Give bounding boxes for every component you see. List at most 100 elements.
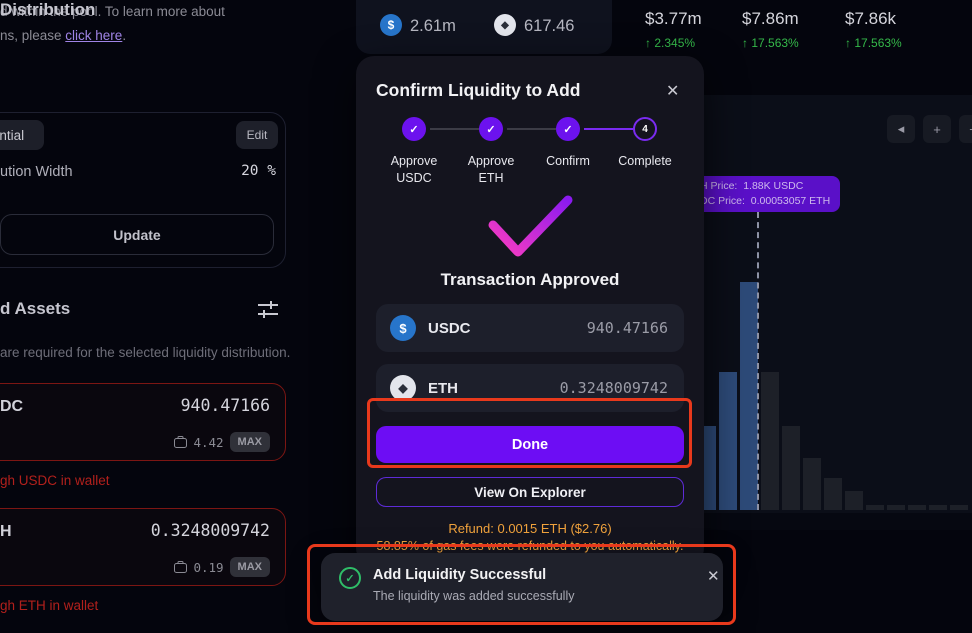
step-approve-usdc-circle: ✓ bbox=[402, 117, 426, 141]
metric-volume: $7.86m ↑ 17.563% bbox=[742, 9, 799, 50]
eth-total-value: 617.46 bbox=[524, 17, 575, 35]
usdc-error-text: gh USDC in wallet bbox=[0, 473, 110, 488]
metric-fees: $7.86k ↑ 17.563% bbox=[845, 9, 902, 50]
step-approve-eth-circle: ✓ bbox=[479, 117, 503, 141]
edit-button[interactable]: Edit bbox=[236, 121, 278, 149]
eth-wallet-row: 0.19 MAX bbox=[40, 557, 270, 577]
metric-value: $7.86k bbox=[845, 9, 897, 28]
success-toast: ✓ Add Liquidity Successful The liquidity… bbox=[321, 553, 723, 621]
current-price-dashed-line bbox=[757, 212, 759, 510]
histogram-bar bbox=[719, 372, 737, 510]
histogram-bar bbox=[866, 505, 884, 510]
wallet-icon bbox=[174, 561, 188, 573]
metric-value: $3.77m bbox=[645, 9, 702, 28]
distribution-heading: Distribution bbox=[0, 0, 96, 19]
check-icon: ✓ bbox=[486, 123, 496, 136]
check-icon: ✓ bbox=[563, 123, 573, 136]
step-label-confirm: Confirm bbox=[546, 154, 590, 168]
eth-wallet-balance: 0.19 bbox=[193, 559, 224, 575]
histogram-bar bbox=[824, 478, 842, 510]
pool-intro-text: d within the pool. To learn more about n… bbox=[0, 0, 340, 48]
chart-zoom-out-button[interactable]: − bbox=[959, 115, 972, 143]
chart-zoom-in-button[interactable]: + bbox=[923, 115, 951, 143]
up-arrow-icon: ↑ bbox=[845, 36, 851, 50]
usdc-wallet-row: 4.42 MAX bbox=[40, 432, 270, 452]
modal-eth-row: ◆ ETH 0.3248009742 bbox=[376, 364, 684, 412]
liquidity-chart-panel bbox=[690, 95, 972, 513]
modal-close-icon[interactable]: ✕ bbox=[666, 83, 680, 100]
histogram-bar bbox=[887, 505, 905, 510]
pool-intro-line2: ns, please click here. bbox=[0, 28, 127, 43]
step-connector bbox=[507, 128, 556, 130]
eth-max-button[interactable]: MAX bbox=[229, 557, 270, 577]
eth-coin-icon: ◆ bbox=[494, 14, 516, 36]
usdc-coin-icon: $ bbox=[390, 315, 416, 341]
refund-note-text: 58.85% of gas fees were refunded to you … bbox=[376, 539, 684, 553]
token-symbol: ETH bbox=[428, 379, 458, 397]
click-here-link[interactable]: click here bbox=[65, 28, 123, 43]
step-label-complete: Complete bbox=[618, 154, 672, 168]
up-arrow-icon: ↑ bbox=[645, 36, 651, 50]
pool-intro-line1: d within the pool. To learn more about bbox=[0, 4, 225, 19]
wallet-icon bbox=[174, 436, 188, 448]
price-tooltip-line2: DC Price: 0.00053057 ETH bbox=[700, 195, 831, 207]
token-amount: 0.3248009742 bbox=[559, 379, 668, 397]
histogram-bar bbox=[740, 282, 758, 510]
histogram-bars bbox=[698, 95, 972, 510]
histogram-bar bbox=[929, 505, 947, 510]
usdc-asset-token: DC bbox=[0, 398, 24, 415]
modal-usdc-row: $ USDC 940.47166 bbox=[376, 304, 684, 352]
metric-value: $7.86m bbox=[742, 9, 799, 28]
eth-asset-amount[interactable]: 0.3248009742 bbox=[150, 521, 270, 540]
usdc-wallet-balance: 4.42 bbox=[193, 434, 224, 450]
histogram-bar bbox=[845, 491, 863, 510]
usdc-max-button[interactable]: MAX bbox=[229, 432, 270, 452]
price-tooltip-line1: H Price: 1.88K USDC bbox=[700, 180, 804, 192]
distribution-settings-panel bbox=[0, 112, 286, 268]
distribution-width-label: ution Width bbox=[0, 164, 73, 180]
distribution-width-value: 20 % bbox=[241, 163, 276, 179]
metric-change: ↑ 17.563% bbox=[845, 36, 902, 50]
histogram-bar bbox=[908, 505, 926, 510]
success-check-icon: ✓ bbox=[339, 567, 361, 589]
chart-axis-strip bbox=[690, 513, 972, 530]
up-arrow-icon: ↑ bbox=[742, 36, 748, 50]
eth-asset-token: H bbox=[0, 523, 12, 540]
eth-error-text: gh ETH in wallet bbox=[0, 598, 99, 613]
step-connector bbox=[430, 128, 479, 130]
usdc-asset-amount[interactable]: 940.47166 bbox=[180, 396, 270, 415]
token-symbol: USDC bbox=[428, 319, 471, 337]
sliders-icon[interactable] bbox=[256, 300, 280, 320]
histogram-bar bbox=[803, 458, 821, 510]
assets-heading: d Assets bbox=[0, 299, 71, 318]
modal-title: Confirm Liquidity to Add bbox=[376, 80, 581, 100]
step-label-approve-eth: Approve ETH bbox=[467, 154, 515, 185]
toast-title: Add Liquidity Successful bbox=[373, 567, 547, 583]
metric-change: ↑ 2.345% bbox=[645, 36, 696, 50]
step-confirm-circle: ✓ bbox=[556, 117, 580, 141]
step-complete-circle: 4 bbox=[633, 117, 657, 141]
eth-asset-input[interactable] bbox=[0, 508, 286, 586]
transaction-approved-heading: Transaction Approved bbox=[440, 270, 620, 289]
preset-tag[interactable]: ential bbox=[0, 120, 44, 150]
metric-change: ↑ 17.563% bbox=[742, 36, 799, 50]
metric-tvl: $3.77m ↑ 2.345% bbox=[645, 9, 702, 50]
done-button[interactable]: Done bbox=[376, 426, 684, 463]
transaction-approved-check-icon bbox=[488, 195, 573, 257]
chart-pan-left-button[interactable]: ◂ bbox=[887, 115, 915, 143]
view-on-explorer-button[interactable]: View On Explorer bbox=[376, 477, 684, 507]
toast-message: The liquidity was added successfully bbox=[373, 589, 575, 603]
update-button[interactable]: Update bbox=[0, 214, 274, 255]
histogram-bar bbox=[761, 372, 779, 510]
token-amount: 940.47166 bbox=[586, 319, 668, 337]
step-connector-active bbox=[584, 128, 633, 130]
check-icon: ✓ bbox=[409, 123, 419, 136]
usdc-total-value: 2.61m bbox=[410, 17, 456, 35]
usdc-coin-icon: $ bbox=[380, 14, 402, 36]
price-tooltip: H Price: 1.88K USDC DC Price: 0.00053057… bbox=[690, 176, 841, 212]
eth-coin-icon: ◆ bbox=[390, 375, 416, 401]
assets-note: are required for the selected liquidity … bbox=[0, 345, 291, 360]
histogram-bar bbox=[950, 505, 968, 510]
toast-close-icon[interactable]: ✕ bbox=[707, 568, 720, 585]
